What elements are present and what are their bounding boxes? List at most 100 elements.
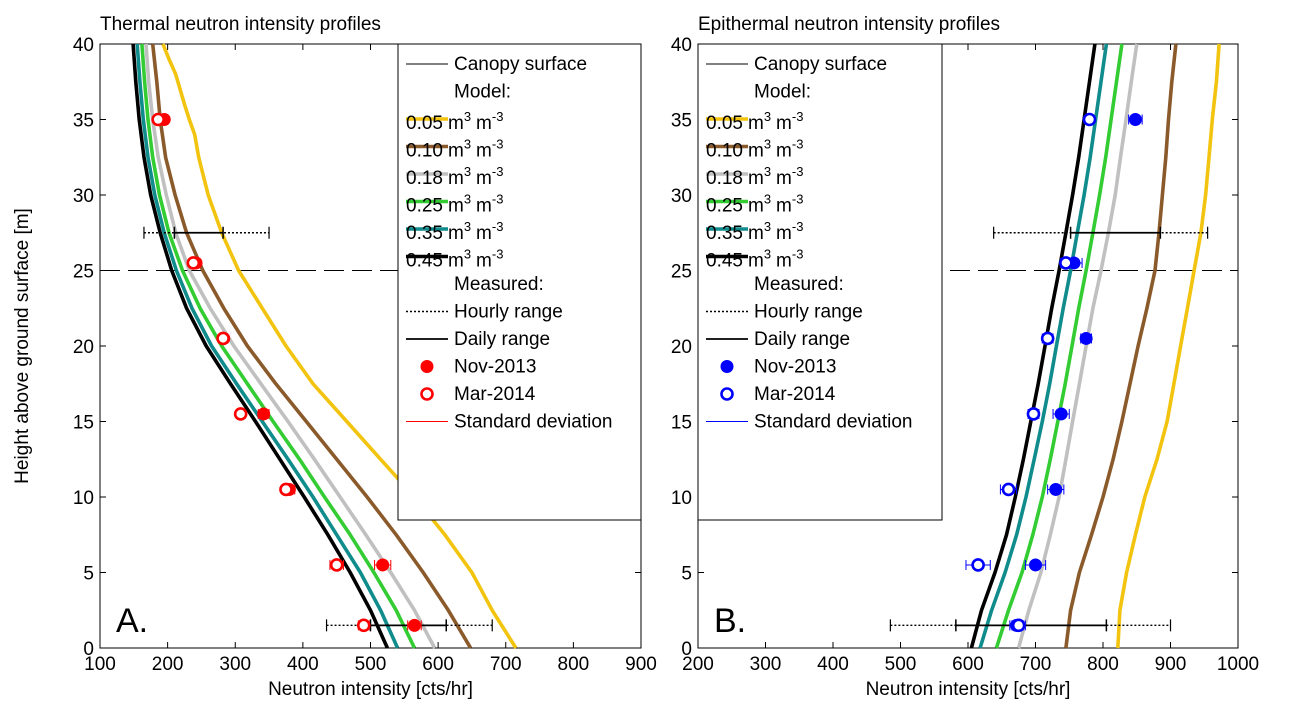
x-tick-label: 700 [490, 654, 522, 675]
legend-model-unit_b: m [476, 113, 492, 134]
point-nov-2013 [1050, 483, 1062, 495]
legend-mar-label: Mar-2014 [754, 384, 836, 405]
point-mar-2014 [331, 559, 342, 570]
point-nov-2013 [1080, 332, 1092, 344]
model-line-3 [996, 44, 1122, 648]
legend-model-exp_b: -3 [792, 219, 804, 234]
legend-model-exp_a: 3 [764, 192, 771, 207]
y-tick-label: 15 [73, 413, 94, 434]
legend-model-label: 0.10 m3 m-3 [706, 137, 803, 162]
legend-model-value: 0.05 [706, 113, 743, 134]
legend-mar-marker [422, 389, 433, 400]
model-line-3 [142, 44, 415, 648]
point-mar-2014 [235, 408, 246, 419]
point-mar-2014 [1084, 114, 1095, 125]
x-tick-label: 800 [1087, 654, 1119, 675]
legend-model-exp_b: -3 [492, 164, 504, 179]
legend-model-unit_b: m [776, 141, 792, 162]
panel-b: Epithermal neutron intensity profiles200… [671, 14, 1259, 700]
legend-sd-label: Standard deviation [754, 412, 912, 433]
point-mar-2014 [1042, 333, 1053, 344]
legend-model-unit_b: m [476, 168, 492, 189]
point-nov-2013 [1129, 114, 1141, 126]
point-mar-2014 [280, 484, 291, 495]
legend-model-unit_a: m [748, 223, 764, 244]
legend-model-exp_b: -3 [492, 109, 504, 124]
legend-model-value: 0.35 [406, 223, 443, 244]
legend-model-exp_a: 3 [464, 164, 471, 179]
legend-model-label: 0.25 m3 m-3 [706, 192, 803, 217]
x-tick-label: 500 [885, 654, 917, 675]
legend-model-unit_a: m [448, 168, 464, 189]
y-tick-label: 0 [681, 639, 692, 660]
legend-model-exp_b: -3 [792, 247, 804, 262]
y-tick-label: 15 [671, 413, 692, 434]
legend-nov-label: Nov-2013 [754, 357, 836, 378]
model-line-2 [1019, 44, 1137, 648]
legend-model-exp_a: 3 [764, 164, 771, 179]
x-tick-label: 700 [1020, 654, 1052, 675]
point-mar-2014 [358, 620, 369, 631]
y-tick-label: 30 [73, 186, 94, 207]
legend-mar-marker [722, 389, 733, 400]
y-axis-label: Height above ground surface [m] [12, 208, 33, 484]
x-tick-label: 500 [355, 654, 387, 675]
legend-model-header: Model: [754, 82, 811, 103]
y-tick-label: 5 [83, 564, 94, 585]
legend-model-label: 0.05 m3 m-3 [706, 109, 803, 134]
x-tick-label: 800 [558, 654, 590, 675]
legend-model-unit_a: m [748, 251, 764, 272]
legend-model-value: 0.05 [406, 113, 443, 134]
legend-model-exp_a: 3 [464, 219, 471, 234]
y-tick-label: 40 [671, 35, 692, 56]
legend-model-label: 0.25 m3 m-3 [406, 192, 503, 217]
legend-model-unit_a: m [448, 196, 464, 217]
legend-model-label: 0.45 m3 m-3 [706, 247, 803, 272]
legend-mar-label: Mar-2014 [454, 384, 536, 405]
y-tick-label: 40 [73, 35, 94, 56]
legend-nov-label: Nov-2013 [454, 357, 536, 378]
legend-model-exp_b: -3 [792, 109, 804, 124]
legend-model-unit_b: m [776, 251, 792, 272]
legend-hourly-label: Hourly range [754, 302, 863, 323]
y-tick-label: 20 [73, 337, 94, 358]
legend-model-value: 0.10 [706, 141, 743, 162]
legend-daily-label: Daily range [454, 329, 550, 350]
y-tick-label: 5 [681, 564, 692, 585]
y-tick-label: 10 [671, 488, 692, 509]
legend-model-unit_a: m [448, 251, 464, 272]
point-mar-2014 [218, 333, 229, 344]
legend-model-exp_b: -3 [492, 137, 504, 152]
legend-model-unit_a: m [748, 113, 764, 134]
legend-canopy-label: Canopy surface [454, 54, 587, 75]
legend-model-exp_a: 3 [464, 192, 471, 207]
legend-nov-marker [421, 361, 433, 373]
legend-model-unit_a: m [748, 196, 764, 217]
y-tick-label: 25 [73, 262, 94, 283]
x-axis-label: Neutron intensity [cts/hr] [268, 679, 473, 700]
legend-model-exp_b: -3 [792, 137, 804, 152]
legend-model-value: 0.45 [706, 251, 743, 272]
legend-model-exp_a: 3 [764, 219, 771, 234]
legend-model-value: 0.45 [406, 251, 443, 272]
y-tick-label: 25 [671, 262, 692, 283]
legend-model-value: 0.18 [406, 168, 443, 189]
point-mar-2014 [188, 257, 199, 268]
legend: Canopy surfaceModel:0.05 m3 m-30.10 m3 m-30.… [698, 44, 942, 520]
legend-model-unit_a: m [748, 141, 764, 162]
legend-nov-marker [721, 361, 733, 373]
legend-model-exp_b: -3 [792, 164, 804, 179]
legend-hourly-label: Hourly range [454, 302, 563, 323]
legend-model-unit_b: m [776, 196, 792, 217]
panel-label: B. [714, 602, 746, 640]
legend-model-unit_a: m [448, 141, 464, 162]
point-mar-2014 [1028, 408, 1039, 419]
legend-model-exp_a: 3 [464, 109, 471, 124]
x-tick-label: 1000 [1217, 654, 1259, 675]
point-nov-2013 [1030, 559, 1042, 571]
legend-model-unit_a: m [448, 113, 464, 134]
x-tick-label: 300 [219, 654, 251, 675]
